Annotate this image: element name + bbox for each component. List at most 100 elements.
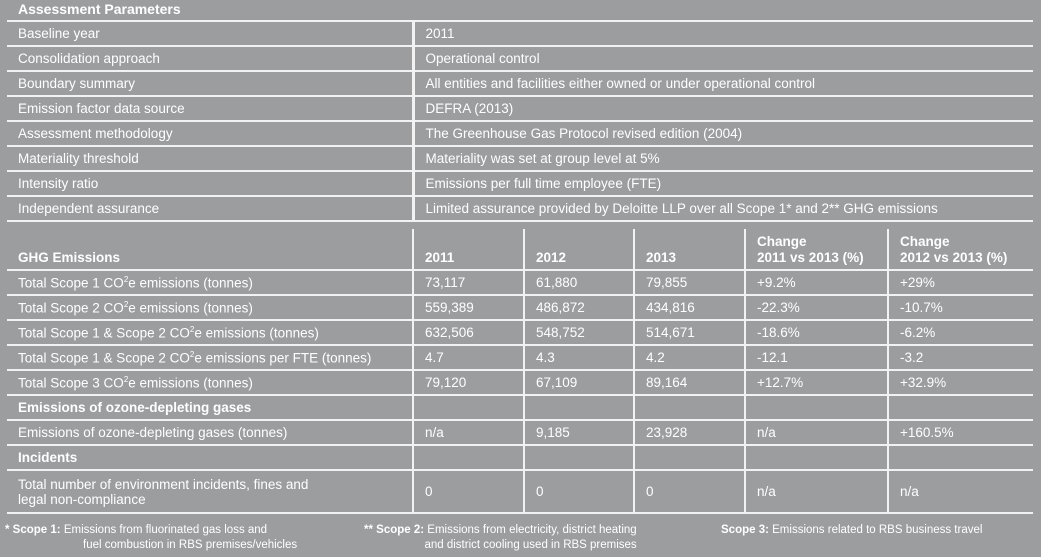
- footnote-text: Emissions related to RBS business travel: [772, 524, 983, 536]
- cell-value: 632,506: [412, 320, 524, 346]
- cell-value: -22.3%: [744, 295, 888, 321]
- param-label: Assessment methodology: [7, 120, 415, 146]
- assessment-parameters-table: Baseline year 2011 Consolidation approach O…: [7, 20, 1033, 222]
- subscript: 2: [189, 324, 195, 334]
- ozone-section-row: Emissions of ozone-depleting gases: [7, 395, 1033, 421]
- table-row: Intensity ratio Emissions per full time e…: [7, 170, 1033, 196]
- row-label-line: legal non-compliance: [18, 491, 146, 507]
- cell-value: 0: [412, 470, 524, 514]
- row-label: Emissions of ozone-depleting gases (tonn…: [7, 420, 413, 446]
- cell-value: -6.2%: [887, 320, 1033, 346]
- row-label: Total Scope 2 CO2e emissions (tonnes): [7, 295, 413, 321]
- footnote-key: Scope 3:: [721, 524, 769, 536]
- cell-value: 79,120: [412, 370, 524, 396]
- footnote-scope-1: * Scope 1: Emissions from fluorinated ga…: [5, 523, 297, 553]
- cell-value: 9,185: [523, 420, 634, 446]
- cell-value: 434,816: [633, 295, 745, 321]
- subscript: 2: [189, 349, 195, 359]
- table-row: Total number of environment incidents, f…: [7, 470, 1033, 514]
- footnote-key: ** Scope 2:: [364, 524, 425, 536]
- label-text: Total Scope 2 CO: [18, 300, 124, 316]
- param-value: Operational control: [413, 45, 1033, 71]
- ghg-emissions-table: GHG Emissions 2011 2012 2013 Change 2011 …: [7, 229, 1033, 514]
- row-label: Total Scope 1 & Scope 2 CO2e emissions (…: [7, 320, 413, 346]
- cell-value: 486,872: [523, 295, 634, 321]
- param-label: Boundary summary: [7, 70, 415, 96]
- cell-value: -18.6%: [744, 320, 888, 346]
- footnote-key: * Scope 1:: [5, 524, 61, 536]
- cell-value: 23,928: [633, 420, 745, 446]
- table-row: Total Scope 3 CO2e emissions (tonnes) 79,…: [7, 370, 1033, 396]
- change-period: 2012 vs 2013 (%): [900, 250, 1008, 265]
- table-row: Boundary summary All entities and facilit…: [7, 70, 1033, 96]
- cell-value: n/a: [744, 470, 888, 514]
- col-2013: 2013: [633, 229, 745, 271]
- cell-value: 61,880: [523, 270, 634, 296]
- label-text: Total Scope 1 & Scope 2 CO: [18, 325, 190, 341]
- table-row: Baseline year 2011: [7, 20, 1033, 46]
- row-label: Total Scope 1 CO2e emissions (tonnes): [7, 270, 413, 296]
- label-text: e emissions (tonnes): [194, 325, 319, 341]
- cell-value: 514,671: [633, 320, 745, 346]
- assessment-title: Assessment Parameters: [18, 1, 181, 17]
- row-label: Total Scope 3 CO2e emissions (tonnes): [7, 370, 413, 396]
- cell-value: n/a: [412, 420, 524, 446]
- table-row: Total Scope 2 CO2e emissions (tonnes) 559…: [7, 295, 1033, 321]
- cell-value: 73,117: [412, 270, 524, 296]
- table-row: Assessment methodology The Greenhouse Gas…: [7, 120, 1033, 146]
- row-label: Total Scope 1 & Scope 2 CO2e emissions p…: [7, 345, 413, 371]
- param-value: The Greenhouse Gas Protocol revised edit…: [413, 120, 1033, 146]
- cell-value: 67,109: [523, 370, 634, 396]
- cell-value: 559,389: [412, 295, 524, 321]
- cell-value: 4.2: [633, 345, 745, 371]
- param-label: Intensity ratio: [7, 170, 415, 196]
- ghg-header-row: GHG Emissions 2011 2012 2013 Change 2011 …: [7, 229, 1033, 271]
- param-value: Materiality was set at group level at 5%: [413, 145, 1033, 171]
- col-2011: 2011: [412, 229, 524, 271]
- change-period: 2011 vs 2013 (%): [757, 250, 864, 265]
- cell-value: n/a: [887, 470, 1033, 514]
- cell-value: 4.7: [412, 345, 524, 371]
- cell-value: 79,855: [633, 270, 745, 296]
- cell-value: 0: [523, 470, 634, 514]
- cell-value: +29%: [887, 270, 1033, 296]
- cell-value: 4.3: [523, 345, 634, 371]
- ghg-header: GHG Emissions: [7, 229, 413, 271]
- label-text: e emissions (tonnes): [128, 375, 253, 391]
- label-text: Total Scope 1 CO: [18, 275, 124, 291]
- subscript: 2: [123, 299, 129, 309]
- param-value: 2011: [413, 20, 1033, 46]
- change-label: Change: [900, 234, 950, 249]
- col-2012: 2012: [523, 229, 634, 271]
- row-label-line: Total number of environment incidents, f…: [18, 476, 309, 492]
- incidents-section-row: Incidents: [7, 445, 1033, 471]
- cell-value: 89,164: [633, 370, 745, 396]
- col-change-2012-2013: Change 2012 vs 2013 (%): [887, 229, 1033, 271]
- param-label: Consolidation approach: [7, 45, 415, 71]
- footnote-text: Emissions from electricity, district hea…: [427, 524, 637, 536]
- param-label: Materiality threshold: [7, 145, 415, 171]
- cell-value: +9.2%: [744, 270, 888, 296]
- cell-value: +160.5%: [887, 420, 1033, 446]
- param-value: Emissions per full time employee (FTE): [413, 170, 1033, 196]
- table-row: Total Scope 1 CO2e emissions (tonnes) 73,…: [7, 270, 1033, 296]
- table-row: Total Scope 1 & Scope 2 CO2e emissions p…: [7, 345, 1033, 371]
- cell-value: -3.2: [887, 345, 1033, 371]
- footnote-text: and district cooling used in RBS premise…: [424, 539, 637, 551]
- cell-value: +32.9%: [887, 370, 1033, 396]
- label-text: e emissions (tonnes): [128, 275, 253, 291]
- cell-value: 0: [633, 470, 745, 514]
- footnote-scope-2: ** Scope 2: Emissions from electricity, …: [364, 523, 637, 553]
- footnote-text: fuel combustion in RBS premises/vehicles: [83, 539, 298, 551]
- change-label: Change: [757, 234, 807, 249]
- param-value: All entities and facilities either owned…: [413, 70, 1033, 96]
- col-change-2011-2013: Change 2011 vs 2013 (%): [744, 229, 888, 271]
- cell-value: n/a: [744, 420, 888, 446]
- cell-value: -12.1: [744, 345, 888, 371]
- cell-value: -10.7%: [887, 295, 1033, 321]
- row-label: Total number of environment incidents, f…: [7, 470, 413, 514]
- param-value: DEFRA (2013): [413, 95, 1033, 121]
- table-row: Emission factor data source DEFRA (2013): [7, 95, 1033, 121]
- label-text: Total Scope 3 CO: [18, 375, 124, 391]
- param-label: Independent assurance: [7, 195, 415, 222]
